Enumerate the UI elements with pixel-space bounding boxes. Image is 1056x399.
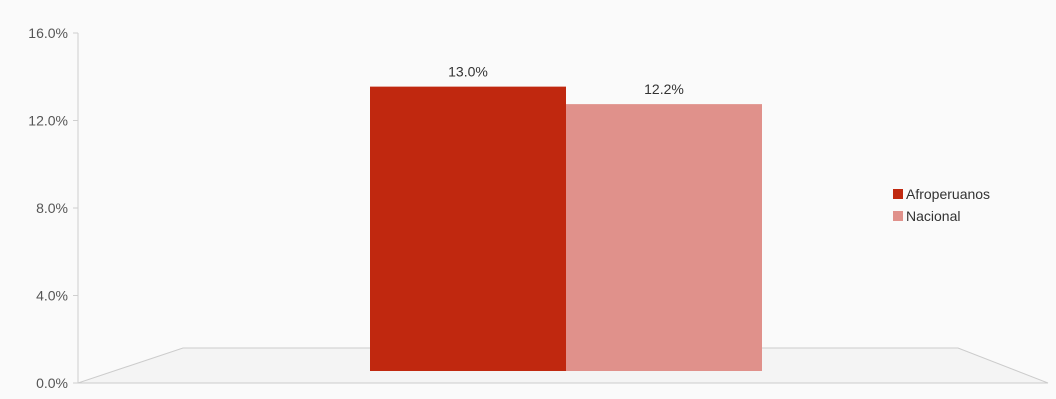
bar-afroperuanos bbox=[370, 86, 566, 371]
data-label-nacional: 12.2% bbox=[644, 81, 684, 97]
y-tick-label: 8.0% bbox=[36, 200, 68, 216]
data-labels-layer: 13.0% 12.2% bbox=[448, 64, 684, 98]
data-label-afroperuanos: 13.0% bbox=[448, 64, 488, 80]
bars-layer bbox=[370, 86, 762, 371]
y-tick-label: 16.0% bbox=[28, 25, 68, 41]
bar-nacional bbox=[566, 104, 762, 371]
y-tick-label: 12.0% bbox=[28, 113, 68, 129]
legend-swatch-nacional bbox=[893, 211, 903, 221]
legend-label-nacional: Nacional bbox=[906, 208, 960, 224]
legend-label-afroperuanos: Afroperuanos bbox=[906, 186, 990, 202]
y-tick-label: 0.0% bbox=[36, 375, 68, 391]
legend: Afroperuanos Nacional bbox=[893, 186, 990, 224]
legend-swatch-afroperuanos bbox=[893, 189, 903, 199]
y-tick-label: 4.0% bbox=[36, 288, 68, 304]
